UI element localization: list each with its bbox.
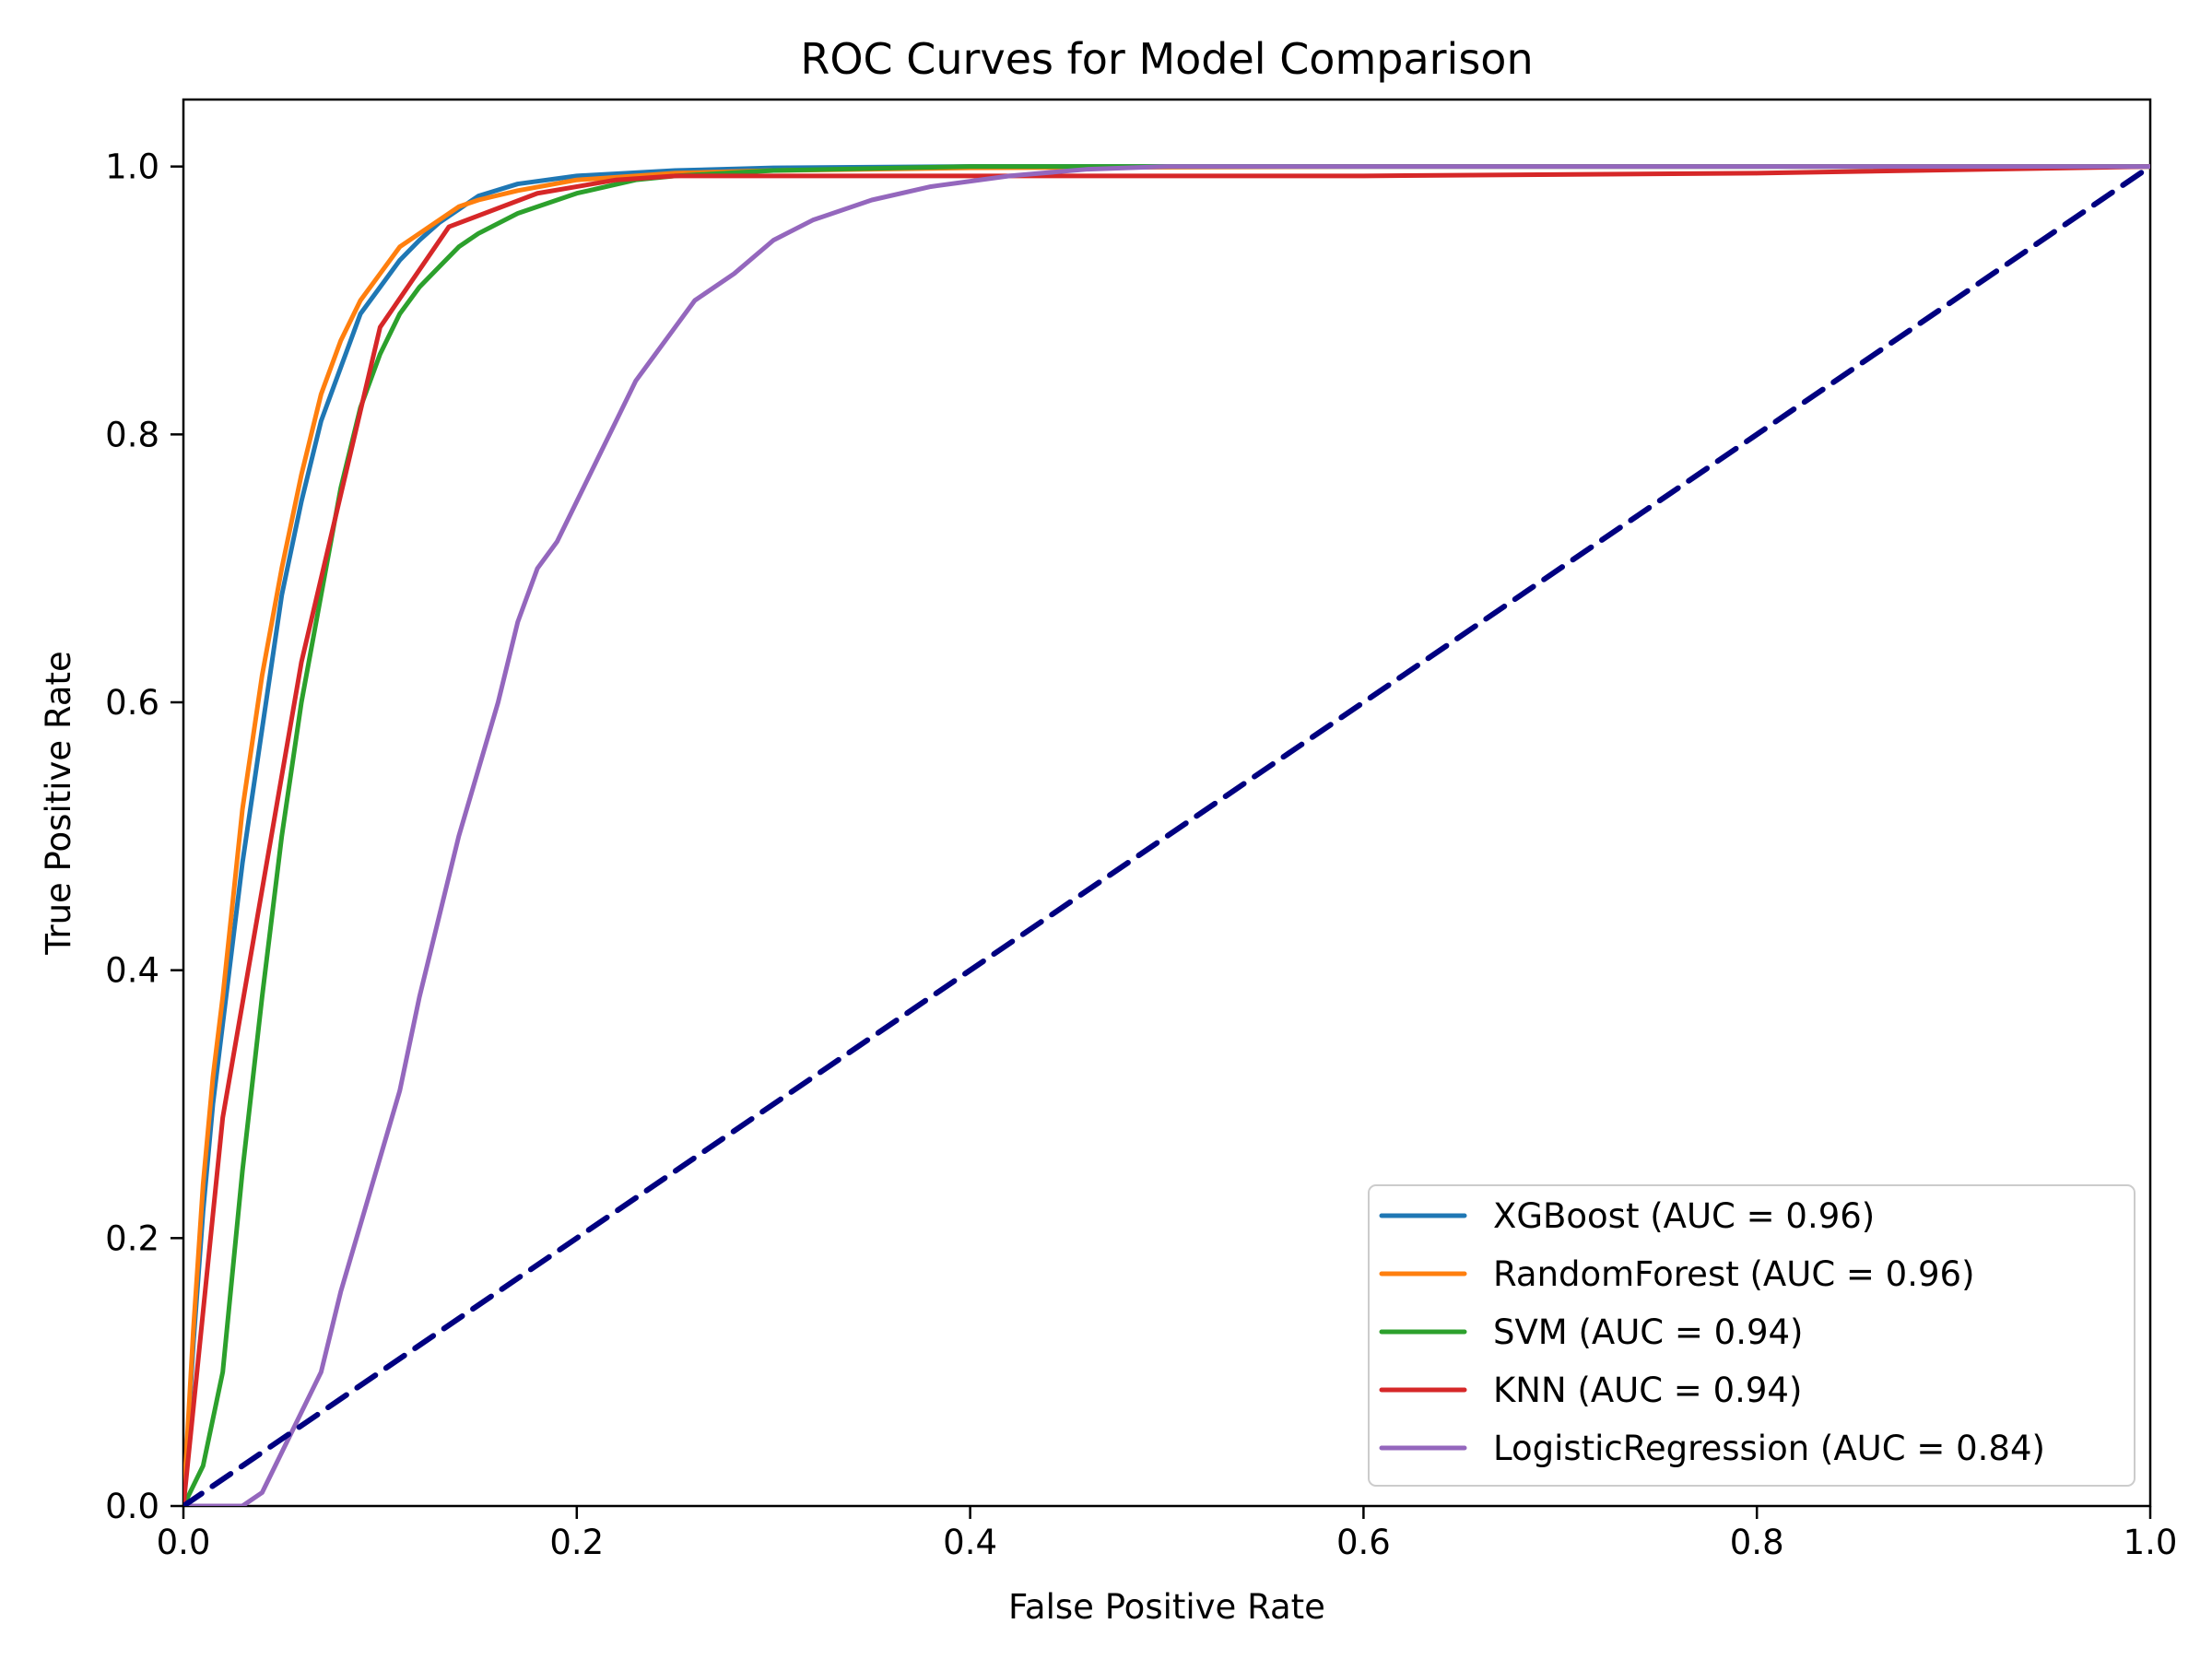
x-tick-label: 0.8 — [1730, 1523, 1784, 1562]
x-axis-label: False Positive Rate — [1008, 1587, 1325, 1627]
series-line-2 — [183, 164, 2150, 1506]
x-tick-label: 0.2 — [549, 1523, 604, 1562]
legend-label-1: RandomForest (AUC = 0.96) — [1493, 1254, 1975, 1294]
x-tick-label: 0.6 — [1336, 1523, 1391, 1562]
series-line-0 — [183, 164, 2150, 1506]
x-tick-label: 0.4 — [943, 1523, 997, 1562]
y-axis-label: True Positive Rate — [39, 651, 78, 956]
legend-label-2: SVM (AUC = 0.94) — [1493, 1312, 1804, 1352]
y-tick-label: 0.8 — [105, 415, 159, 454]
legend: XGBoost (AUC = 0.96) RandomForest (AUC = … — [1368, 1184, 2136, 1487]
x-tick-label: 1.0 — [2124, 1523, 2178, 1562]
baseline-diagonal-line — [183, 163, 2150, 1506]
series-line-4 — [183, 164, 2150, 1506]
series-line-3 — [183, 164, 2150, 1506]
y-tick-label: 0.2 — [105, 1218, 159, 1258]
x-axis-ticks: 0.0 0.2 0.4 0.6 0.8 1.0 — [157, 1506, 2178, 1562]
series-layer — [183, 163, 2150, 1506]
legend-label-4: LogisticRegression (AUC = 0.84) — [1493, 1429, 2045, 1468]
y-tick-label: 1.0 — [105, 147, 159, 187]
legend-label-0: XGBoost (AUC = 0.96) — [1493, 1196, 1875, 1236]
legend-box — [1368, 1184, 2136, 1487]
legend-label-3: KNN (AUC = 0.94) — [1493, 1371, 1802, 1410]
y-tick-label: 0.6 — [105, 683, 159, 723]
y-tick-label: 0.4 — [105, 951, 159, 991]
x-tick-label: 0.0 — [157, 1523, 211, 1562]
chart-title: ROC Curves for Model Comparison — [800, 34, 1533, 84]
y-axis-ticks: 0.0 0.2 0.4 0.6 0.8 1.0 — [105, 147, 183, 1526]
y-tick-label: 0.0 — [105, 1487, 159, 1526]
